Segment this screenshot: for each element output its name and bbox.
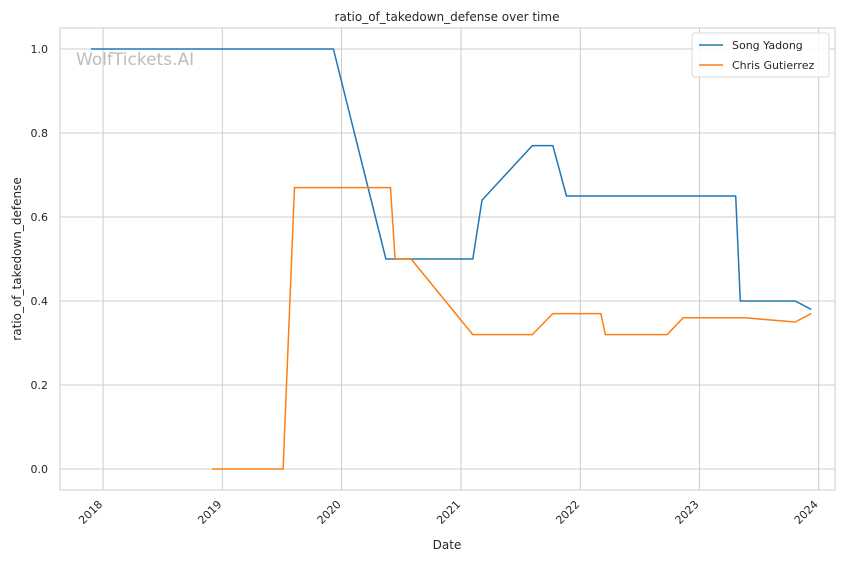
legend-box <box>691 32 830 78</box>
y-tick-label: 0.8 <box>31 127 49 140</box>
legend-label-song-yadong: Song Yadong <box>732 39 803 52</box>
legend-label-chris-gutierrez: Chris Gutierrez <box>732 59 814 72</box>
y-tick-label: 0.2 <box>31 379 49 392</box>
watermark: WolfTickets.AI <box>76 50 194 70</box>
plot-frame <box>59 27 836 491</box>
series-line-song-yadong <box>91 48 812 311</box>
y-tick-label: 1.0 <box>31 43 49 56</box>
y-tick-labels: 0.0 0.2 0.4 0.6 0.8 1.0 <box>31 43 49 476</box>
y-tick-label: 0.6 <box>31 211 49 224</box>
chart-title: ratio_of_takedown_defense over time <box>335 10 560 24</box>
y-axis-title: ratio_of_takedown_defense <box>10 177 24 340</box>
x-axis-title: Date <box>433 538 462 552</box>
series-line-chris-gutierrez <box>212 186 812 470</box>
y-tick-label: 0.4 <box>31 295 49 308</box>
series-layer <box>91 48 812 470</box>
legend: Song Yadong Chris Gutierrez <box>691 32 830 78</box>
y-tick-label: 0.0 <box>31 463 49 476</box>
